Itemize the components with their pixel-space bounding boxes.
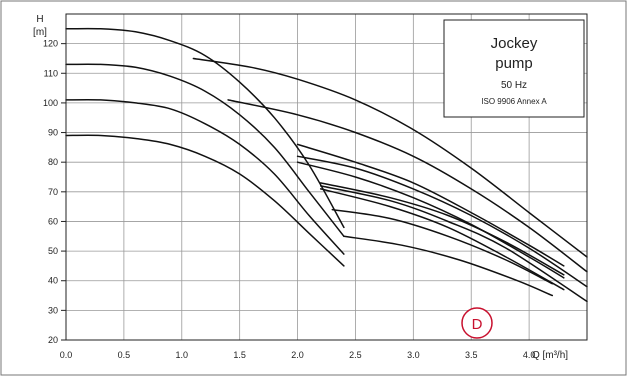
y-tick-label: 70 <box>48 187 58 197</box>
x-tick-label: 3.5 <box>465 350 478 360</box>
series-line-2 <box>65 63 345 238</box>
x-tick-label: 0.5 <box>118 350 131 360</box>
y-axis-symbol: H <box>36 14 43 25</box>
series-line-14 <box>343 235 554 297</box>
x-tick-label: 1.0 <box>176 350 189 360</box>
y-tick-label: 50 <box>48 246 58 256</box>
series-line-10 <box>319 182 565 276</box>
series-line-12 <box>319 188 565 291</box>
x-tick-label: 2.5 <box>349 350 362 360</box>
badge-letter: D <box>472 316 483 333</box>
model-badge: D <box>461 307 493 339</box>
y-tick-label: 100 <box>43 98 58 108</box>
series-line-7 <box>296 143 565 267</box>
series-line-3 <box>65 98 345 255</box>
y-tick-label: 30 <box>48 305 58 315</box>
x-tick-label: 0.0 <box>60 350 73 360</box>
legend-box: Jockey pump 50 Hz ISO 9906 Annex A <box>443 19 585 118</box>
y-tick-label: 90 <box>48 128 58 138</box>
y-tick-label: 80 <box>48 157 58 167</box>
series-line-8 <box>296 155 588 288</box>
tick-labels: 0.0 0.5 1.0 1.5 2.0 2.5 3.0 3.5 4.0 20 30 40 50 60 70 8… <box>43 39 535 360</box>
y-tick-label: 60 <box>48 216 58 226</box>
legend-frame <box>443 19 585 118</box>
x-tick-label: 1.5 <box>233 350 246 360</box>
legend-standard: ISO 9906 Annex A <box>481 97 547 106</box>
series-line-6 <box>227 99 588 273</box>
series-line-13 <box>331 208 554 285</box>
x-tick-label: 4.0 <box>523 350 536 360</box>
series-line-1 <box>65 27 345 229</box>
series-line-9 <box>296 161 565 279</box>
plot-border <box>65 13 588 341</box>
y-tick-label: 20 <box>48 335 58 345</box>
x-axis-title: Q [m³/h] <box>532 350 568 361</box>
series-line-5 <box>192 57 588 258</box>
y-tick-label: 40 <box>48 276 58 286</box>
series-line-4 <box>65 134 345 267</box>
y-tick-label: 110 <box>44 68 58 78</box>
y-tick-label: 120 <box>43 39 58 49</box>
legend-title-line2: pump <box>495 55 533 72</box>
x-tick-label: 2.0 <box>291 350 304 360</box>
x-tick-label: 3.0 <box>407 350 420 360</box>
y-axis-unit: [m] <box>33 27 47 38</box>
legend-title-line1: Jockey <box>491 35 538 52</box>
legend-frequency: 50 Hz <box>501 80 527 91</box>
series-lines <box>65 27 588 303</box>
series-line-11 <box>319 185 588 303</box>
badge-circle <box>461 307 493 339</box>
